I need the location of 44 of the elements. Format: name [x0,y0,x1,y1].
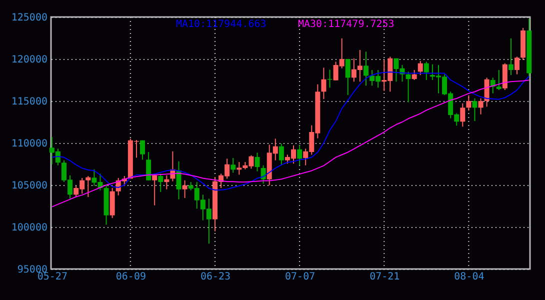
candlestick [502,62,508,90]
candlestick [146,151,152,181]
candlestick [460,102,466,128]
y-tick-label: 110000 [11,138,48,150]
candlestick [260,164,266,184]
y-tick-label: 125000 [11,12,48,24]
y-tick-label: 100000 [11,222,48,234]
text: MA10:117944.663 [176,19,266,30]
candlestick [230,158,236,174]
candlestick [424,61,429,80]
candlestick [478,98,484,115]
candlestick [86,176,91,198]
x-tick-label: 07-21 [370,272,400,282]
candlestick [418,60,423,76]
candlestick [278,143,284,166]
candlestick [182,180,188,199]
candlestick [496,70,502,90]
x-tick-label: 06-23 [200,272,231,282]
x-tick-label: 08-04 [454,272,484,282]
candlestick [466,94,472,112]
candlestick [110,188,115,219]
candlestick [140,140,146,160]
candlestick [345,58,350,96]
candlestick [164,174,170,190]
candlestick [406,71,411,103]
candlestick [321,67,326,100]
candlestick [364,51,369,86]
text: MA30:117479.7253 [298,19,394,30]
line-series [51,80,530,208]
candlestick [472,98,478,122]
candlestick [484,77,490,108]
x-tick-label: 06-09 [116,272,146,282]
y-tick-label: 120000 [11,54,48,66]
candlestick [152,173,158,206]
y-tick-label: 115000 [11,96,48,108]
candlestick [254,152,260,172]
x-tick-label: 07-07 [285,272,316,282]
y-tick-label: 105000 [11,180,48,192]
candlestick [158,173,164,192]
candlestick [297,144,302,166]
candlestick [508,38,514,76]
candlestick [176,160,182,200]
candlestick [514,56,520,75]
candlestick [412,70,417,80]
